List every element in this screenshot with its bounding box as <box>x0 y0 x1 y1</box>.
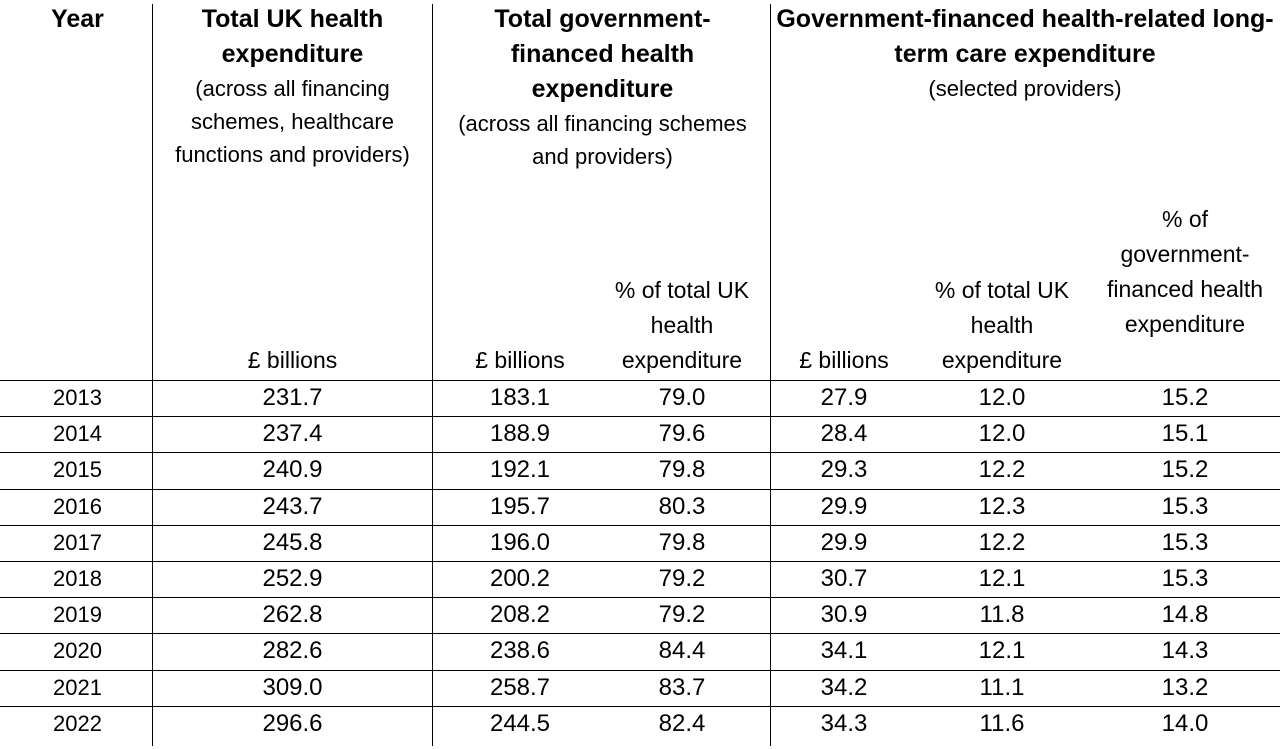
cell-total-uk: 231.7 <box>262 384 323 411</box>
cell-gov-billions: 200.2 <box>489 565 551 592</box>
cell-ltc-percent-total: 12.0 <box>978 420 1026 448</box>
cell-ltc-billions: 34.3 <box>820 709 868 737</box>
cell-gov-billions: 238.6 <box>489 637 551 665</box>
cell-year: 2014 <box>53 421 102 447</box>
cell-ltc-percent-total: 11.8 <box>979 601 1025 629</box>
row-divider <box>0 452 1280 453</box>
cell-gov-percent: 79.8 <box>658 456 706 484</box>
cell-gov-percent: 79.2 <box>658 565 706 592</box>
cell-ltc-percent-total: 12.2 <box>978 456 1026 484</box>
cell-year: 2021 <box>53 674 102 700</box>
row-divider <box>0 706 1280 707</box>
cell-total-uk: 262.8 <box>262 601 323 629</box>
cell-ltc-billions: 34.1 <box>820 637 868 665</box>
cell-year: 2015 <box>53 457 102 483</box>
cell-ltc-percent-gov: 15.3 <box>1161 565 1209 592</box>
cell-year: 2020 <box>53 638 102 664</box>
cell-gov-billions: 188.9 <box>489 420 551 448</box>
unit-billions: £ billions <box>247 347 338 373</box>
cell-ltc-percent-gov: 15.3 <box>1161 492 1209 520</box>
header-col2-subtitle: (across all financing schemes and provid… <box>458 111 747 169</box>
cell-ltc-percent-gov: 14.8 <box>1161 601 1209 629</box>
cell-total-uk: 282.6 <box>262 637 323 665</box>
cell-ltc-billions: 29.9 <box>820 492 868 520</box>
cell-gov-percent: 79.8 <box>658 528 706 556</box>
cell-ltc-percent-gov: 15.3 <box>1161 528 1209 556</box>
cell-ltc-percent-gov: 15.2 <box>1161 384 1209 411</box>
row-divider <box>0 597 1280 598</box>
column-divider <box>432 4 433 746</box>
cell-ltc-billions: 27.9 <box>820 384 868 411</box>
column-divider <box>770 4 771 746</box>
header-col2: Total government-financed health expendi… <box>445 2 760 173</box>
cell-year: 2018 <box>53 566 102 591</box>
cell-total-uk: 252.9 <box>262 565 323 592</box>
unit-billions: £ billions <box>475 347 565 373</box>
unit-percent-total: % of total UK health expenditure <box>934 277 1070 373</box>
cell-ltc-percent-gov: 14.0 <box>1161 709 1209 737</box>
cell-gov-percent: 83.7 <box>658 673 706 701</box>
header-col1-subtitle: (across all financing schemes, healthcar… <box>175 76 410 167</box>
cell-ltc-percent-gov: 14.3 <box>1161 637 1209 665</box>
cell-gov-billions: 183.1 <box>489 384 551 411</box>
cell-ltc-percent-total: 12.0 <box>978 384 1026 411</box>
row-divider <box>0 416 1280 417</box>
cell-ltc-percent-gov: 15.2 <box>1161 456 1209 484</box>
cell-ltc-percent-total: 12.1 <box>978 565 1026 592</box>
header-col1: Total UK health expenditure (across all … <box>160 2 425 171</box>
cell-ltc-percent-total: 12.1 <box>978 637 1026 665</box>
cell-total-uk: 237.4 <box>262 420 323 448</box>
cell-gov-billions: 244.5 <box>489 709 551 737</box>
unit-percent-total: % of total UK health expenditure <box>614 277 750 373</box>
cell-year: 2019 <box>53 602 102 628</box>
cell-year: 2022 <box>53 710 102 736</box>
header-col3: Government-financed health-related long-… <box>776 2 1274 105</box>
cell-total-uk: 309.0 <box>262 673 323 701</box>
cell-total-uk: 240.9 <box>262 456 323 484</box>
header-col3-title: Government-financed health-related long-… <box>776 5 1274 68</box>
cell-ltc-billions: 29.3 <box>820 456 868 484</box>
cell-gov-percent: 79.2 <box>658 601 706 629</box>
cell-year: 2017 <box>53 529 102 555</box>
header-col2-title: Total government-financed health expendi… <box>494 5 711 103</box>
cell-ltc-percent-total: 11.1 <box>979 673 1025 701</box>
cell-ltc-billions: 29.9 <box>820 528 868 556</box>
cell-gov-percent: 80.3 <box>658 492 706 520</box>
cell-gov-billions: 196.0 <box>489 528 551 556</box>
cell-total-uk: 296.6 <box>262 709 323 737</box>
unit-percent-government: % of government-financed health expendit… <box>1106 206 1263 337</box>
cell-year: 2013 <box>53 385 102 410</box>
header-col3-subtitle: (selected providers) <box>928 76 1122 101</box>
column-divider <box>152 4 153 746</box>
row-divider <box>0 670 1280 671</box>
cell-ltc-percent-total: 12.2 <box>978 528 1026 556</box>
row-divider <box>0 525 1280 526</box>
cell-ltc-percent-total: 12.3 <box>978 492 1026 520</box>
cell-gov-billions: 208.2 <box>489 601 551 629</box>
cell-gov-percent: 82.4 <box>658 709 706 737</box>
row-divider <box>0 561 1280 562</box>
row-divider <box>0 489 1280 490</box>
unit-billions: £ billions <box>799 347 889 373</box>
cell-gov-billions: 258.7 <box>489 673 551 701</box>
cell-ltc-percent-gov: 15.1 <box>1161 420 1209 448</box>
cell-ltc-percent-total: 11.6 <box>979 709 1025 737</box>
cell-ltc-percent-gov: 13.2 <box>1161 673 1209 701</box>
cell-total-uk: 245.8 <box>262 528 323 556</box>
cell-gov-billions: 192.1 <box>489 456 551 484</box>
cell-ltc-billions: 34.2 <box>820 673 868 701</box>
row-divider <box>0 633 1280 634</box>
row-divider <box>0 380 1280 381</box>
cell-ltc-billions: 28.4 <box>820 420 868 448</box>
cell-year: 2016 <box>53 493 102 519</box>
cell-gov-percent: 84.4 <box>658 637 706 665</box>
cell-total-uk: 243.7 <box>262 492 323 520</box>
header-col1-title: Total UK health expenditure <box>201 5 384 68</box>
cell-ltc-billions: 30.9 <box>820 601 868 629</box>
cell-gov-percent: 79.6 <box>658 420 706 448</box>
cell-ltc-billions: 30.7 <box>820 565 868 592</box>
header-year: Year <box>51 5 104 33</box>
cell-gov-billions: 195.7 <box>489 492 551 520</box>
cell-gov-percent: 79.0 <box>658 384 706 411</box>
